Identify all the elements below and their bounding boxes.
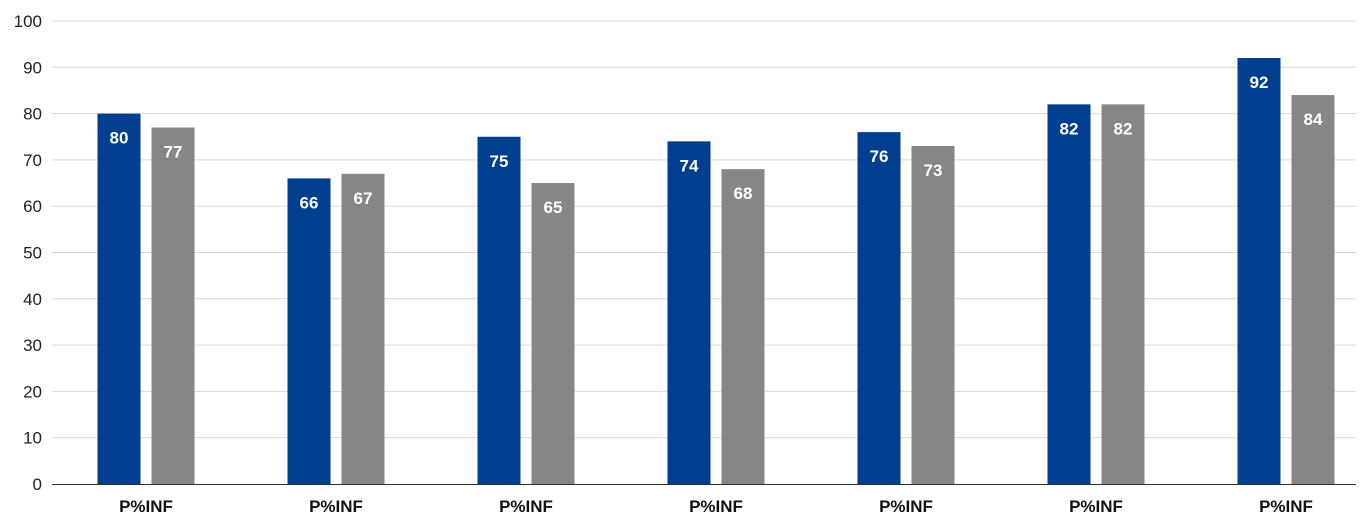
bar-series-1-cat-1 bbox=[97, 113, 141, 484]
bar-series-2-cat-4 bbox=[721, 169, 765, 484]
y-tick-label: 50 bbox=[23, 244, 42, 263]
data-label: 65 bbox=[544, 198, 563, 217]
data-label: 75 bbox=[490, 152, 509, 171]
bar-series-1-cat-7 bbox=[1237, 58, 1281, 484]
data-label: 74 bbox=[680, 156, 699, 175]
bar-series-1-cat-6 bbox=[1047, 104, 1091, 484]
y-tick-label: 80 bbox=[23, 105, 42, 124]
y-tick-label: 100 bbox=[14, 12, 42, 31]
bar-series-2-cat-2 bbox=[341, 173, 385, 485]
y-tick-label: 0 bbox=[33, 475, 42, 494]
y-tick-label: 90 bbox=[23, 58, 42, 77]
x-category-label: P%INF bbox=[1259, 497, 1313, 516]
x-category-label: P%INF bbox=[689, 497, 743, 516]
x-category-label: P%INF bbox=[879, 497, 933, 516]
y-tick-label: 60 bbox=[23, 197, 42, 216]
data-label: 80 bbox=[110, 129, 129, 148]
bar-series-2-cat-5 bbox=[911, 146, 955, 484]
x-axis-category-labels: P%INF P%INF P%INF P%INF P%INF P%INF P%INF bbox=[119, 497, 1313, 516]
bar-series-1-cat-4 bbox=[667, 141, 711, 484]
bar-series-1-cat-5 bbox=[857, 132, 901, 484]
bar-series-1-cat-3 bbox=[477, 136, 521, 484]
x-category-label: P%INF bbox=[309, 497, 363, 516]
bar-series-1-cat-2 bbox=[287, 178, 331, 485]
bar-series-2-cat-3 bbox=[531, 183, 575, 485]
data-label: 84 bbox=[1304, 110, 1323, 129]
y-tick-label: 40 bbox=[23, 290, 42, 309]
x-category-label: P%INF bbox=[1069, 497, 1123, 516]
data-labels: 80 77 66 67 75 65 74 68 76 73 82 82 92 84 bbox=[110, 73, 1323, 217]
data-label: 76 bbox=[870, 147, 889, 166]
data-label: 67 bbox=[354, 189, 373, 208]
y-tick-label: 70 bbox=[23, 151, 42, 170]
bar-series-2-cat-7 bbox=[1291, 95, 1335, 484]
data-label: 68 bbox=[734, 184, 753, 203]
data-label: 77 bbox=[164, 142, 183, 161]
y-tick-label: 20 bbox=[23, 382, 42, 401]
bar-series-2-cat-1 bbox=[151, 127, 195, 485]
y-tick-label: 30 bbox=[23, 336, 42, 355]
data-label: 82 bbox=[1060, 119, 1079, 138]
x-category-label: P%INF bbox=[119, 497, 173, 516]
data-label: 73 bbox=[924, 161, 943, 180]
data-label: 82 bbox=[1114, 119, 1133, 138]
bars bbox=[97, 58, 1335, 485]
bar-series-2-cat-6 bbox=[1101, 104, 1145, 484]
y-axis-tick-labels: 0 10 20 30 40 50 60 70 80 90 100 bbox=[14, 12, 42, 494]
y-tick-label: 10 bbox=[23, 429, 42, 448]
data-label: 66 bbox=[300, 193, 319, 212]
data-label: 92 bbox=[1250, 73, 1269, 92]
x-category-label: P%INF bbox=[499, 497, 553, 516]
